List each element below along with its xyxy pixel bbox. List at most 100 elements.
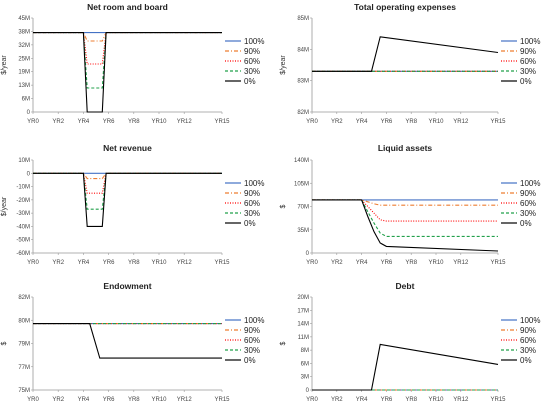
legend-label: 100% — [244, 179, 264, 188]
y-axis-label: $/year — [1, 55, 8, 75]
y-tick-label: 85M — [297, 16, 309, 22]
legend-label: 0% — [520, 77, 532, 86]
x-tick-label: YR4 — [356, 397, 368, 403]
x-tick-label: YR6 — [381, 260, 393, 266]
x-tick-label: YR0 — [27, 260, 39, 266]
y-tick-label: -10M — [16, 185, 30, 191]
y-tick-label: 75M — [18, 388, 30, 394]
series-line-30pct — [33, 172, 222, 210]
legend-label: 30% — [244, 209, 260, 218]
y-tick-label: 70M — [297, 205, 309, 211]
y-tick-label: 19M — [18, 70, 30, 76]
y-tick-label: 17M — [297, 308, 309, 314]
legend-label: 100% — [520, 179, 540, 188]
y-tick-label: -20M — [16, 198, 30, 204]
y-tick-label: 10M — [18, 158, 30, 164]
series-line-0pct — [33, 323, 222, 359]
series-line-90pct — [33, 172, 222, 180]
legend-label: 60% — [520, 57, 536, 66]
x-tick-label: YR8 — [405, 397, 417, 403]
series-line-0pct — [312, 36, 499, 72]
y-tick-label: 82M — [297, 110, 309, 116]
x-tick-label: YR0 — [27, 119, 39, 125]
legend-label: 90% — [244, 189, 260, 198]
x-tick-label: YR12 — [453, 397, 469, 403]
x-tick-label: YR4 — [78, 260, 90, 266]
chart-panel-3: Net revenue $/year -60M -50M -40M -30M -20M -10… — [1, 143, 264, 266]
y-tick-label: -60M — [16, 251, 30, 257]
x-tick-label: YR2 — [52, 119, 64, 125]
chart-title: Net room and board — [87, 2, 168, 12]
y-tick-label: 35M — [297, 228, 309, 234]
series-line-0pct — [312, 199, 499, 252]
x-tick-label: YR10 — [151, 397, 167, 403]
legend-label: 30% — [520, 346, 536, 355]
x-tick-label: YR8 — [128, 260, 140, 266]
x-tick-label: YR10 — [428, 397, 444, 403]
legend-label: 0% — [520, 356, 532, 365]
legend-label: 0% — [244, 77, 256, 86]
chart-title: Net revenue — [103, 143, 152, 153]
x-tick-label: YR15 — [214, 119, 230, 125]
y-tick-label: 25M — [18, 56, 30, 62]
x-tick-label: YR6 — [103, 260, 115, 266]
x-tick-label: YR10 — [428, 260, 444, 266]
x-tick-label: YR0 — [306, 260, 318, 266]
x-tick-label: YR10 — [151, 119, 167, 125]
x-tick-label: YR12 — [453, 119, 469, 125]
legend-label: 100% — [520, 316, 540, 325]
y-tick-label: 79M — [18, 342, 30, 348]
series-line-60pct — [312, 199, 498, 222]
y-tick-label: 11M — [298, 335, 309, 341]
y-axis-label: $/year — [280, 55, 287, 75]
series-line-0pct — [33, 32, 222, 113]
legend-label: 0% — [244, 219, 256, 228]
series-line-30pct — [312, 199, 498, 237]
x-tick-label: YR2 — [331, 119, 343, 125]
x-tick-label: YR15 — [490, 260, 506, 266]
x-tick-label: YR8 — [128, 397, 140, 403]
x-tick-label: YR6 — [381, 119, 393, 125]
x-tick-label: YR4 — [356, 119, 368, 125]
series-line-90pct — [312, 199, 498, 206]
legend-label: 30% — [520, 209, 536, 218]
x-tick-label: YR15 — [214, 260, 230, 266]
y-axis-label: $/year — [1, 196, 8, 216]
legend-label: 90% — [244, 47, 260, 56]
x-tick-label: YR8 — [128, 119, 140, 125]
x-tick-label: YR8 — [405, 260, 417, 266]
y-tick-label: 6M — [22, 97, 30, 103]
y-tick-label: 80M — [18, 318, 30, 324]
y-tick-label: 13M — [18, 83, 30, 89]
chart-title: Total operating expenses — [354, 2, 456, 12]
y-tick-label: 82M — [18, 295, 30, 301]
x-tick-label: YR12 — [177, 397, 193, 403]
x-tick-label: YR6 — [103, 119, 115, 125]
x-tick-label: YR2 — [331, 260, 343, 266]
y-tick-label: 32M — [18, 43, 30, 49]
y-tick-label: 6M — [301, 361, 309, 367]
series-line-30pct — [33, 32, 222, 89]
x-tick-label: YR6 — [381, 397, 393, 403]
x-tick-label: YR4 — [356, 260, 368, 266]
legend-label: 30% — [244, 346, 260, 355]
x-tick-label: YR6 — [103, 397, 115, 403]
y-tick-label: 45M — [18, 16, 30, 22]
series-line-90pct — [33, 32, 222, 42]
legend-label: 0% — [520, 219, 532, 228]
legend-label: 90% — [520, 189, 536, 198]
legend-label: 90% — [520, 326, 536, 335]
x-tick-label: YR15 — [214, 397, 230, 403]
series-line-0pct — [33, 172, 222, 227]
chart-panel-5: Endowment $75M 77M 79M 80M 82M YR0 YR2 YR4 YR6 YR8… — [1, 281, 264, 403]
y-axis-label: $ — [1, 341, 8, 345]
x-tick-label: YR0 — [306, 397, 318, 403]
x-tick-label: YR2 — [331, 397, 343, 403]
legend-label: 100% — [520, 37, 540, 46]
legend-label: 30% — [244, 67, 260, 76]
x-tick-label: YR12 — [177, 260, 193, 266]
chart-title: Endowment — [103, 281, 151, 291]
x-tick-label: YR0 — [306, 119, 318, 125]
y-tick-label: 0 — [27, 171, 31, 177]
